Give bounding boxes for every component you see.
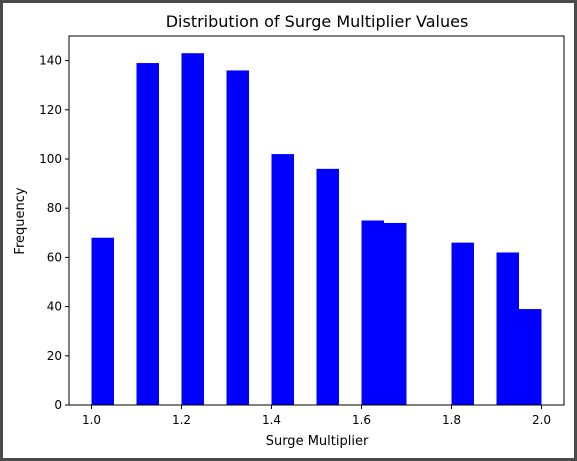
x-tick-label: 1.4: [262, 413, 281, 427]
x-axis-ticks: 1.0 1.2 1.4 1.6 1.8 2.0: [82, 405, 551, 427]
histogram-bar: [136, 63, 159, 406]
plot-area: [68, 35, 565, 406]
y-axis-label: Frequency: [13, 187, 28, 254]
y-tick-label: 0: [54, 398, 62, 412]
histogram-bar: [316, 168, 339, 405]
y-tick-label: 60: [47, 250, 62, 264]
y-tick-label: 140: [39, 54, 62, 68]
y-axis-ticks: 0 20 40 60 80 100 120 140: [39, 54, 69, 412]
x-tick-label: 1.2: [172, 413, 191, 427]
bars-group: [91, 53, 542, 406]
y-tick-label: 120: [39, 103, 62, 117]
y-tick-label: 80: [47, 201, 62, 215]
histogram-bar: [496, 252, 519, 405]
x-tick-label: 2.0: [532, 413, 551, 427]
x-tick-label: 1.6: [352, 413, 371, 427]
y-tick-label: 20: [47, 349, 62, 363]
histogram-bar: [226, 70, 249, 405]
x-tick-label: 1.0: [82, 413, 101, 427]
histogram-bar: [271, 154, 294, 405]
x-axis-label: Surge Multiplier: [266, 434, 369, 449]
histogram-bar: [91, 237, 114, 405]
histogram-bar: [361, 220, 384, 405]
histogram-bar: [519, 309, 542, 405]
chart-title: Distribution of Surge Multiplier Values: [166, 12, 469, 31]
histogram-bar: [451, 242, 474, 405]
histogram-bar: [181, 53, 204, 405]
histogram-bar: [384, 222, 407, 405]
y-tick-label: 40: [47, 300, 62, 314]
x-tick-label: 1.8: [442, 413, 461, 427]
y-tick-label: 100: [39, 152, 62, 166]
